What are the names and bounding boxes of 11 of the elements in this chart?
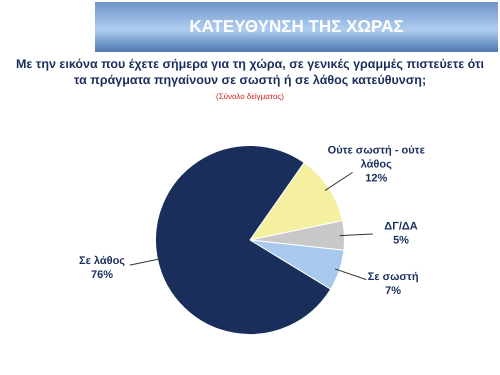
- text: (Σύνολο δείγματος): [215, 92, 285, 101]
- slice-label: ΔΓ/ΔΑ: [384, 220, 418, 232]
- slice-label: Σε σωστή: [368, 271, 419, 284]
- chart-title: ΚΑΤΕΥΘΥΝΣΗ ΤΗΣ ΧΩΡΑΣ: [95, 2, 498, 52]
- data-label: 7%: [385, 285, 402, 298]
- slice-label: Σε λάθος: [78, 255, 126, 268]
- slice-label: Ούτε σωστή - ούτε λάθος: [328, 144, 426, 171]
- data-label: 5%: [393, 234, 410, 246]
- data-label: 12%: [365, 172, 388, 185]
- chart-subtitle: Με την εικόνα που έχετε σήμερα για τη χώρα, σε γενικές γραμμές πιστεύετε ότι τα πράγματα πηγαίνουν σε σωστή ή σε λάθος κατεύθυνση;: [14, 56, 486, 88]
- data-label: 76%: [90, 269, 114, 282]
